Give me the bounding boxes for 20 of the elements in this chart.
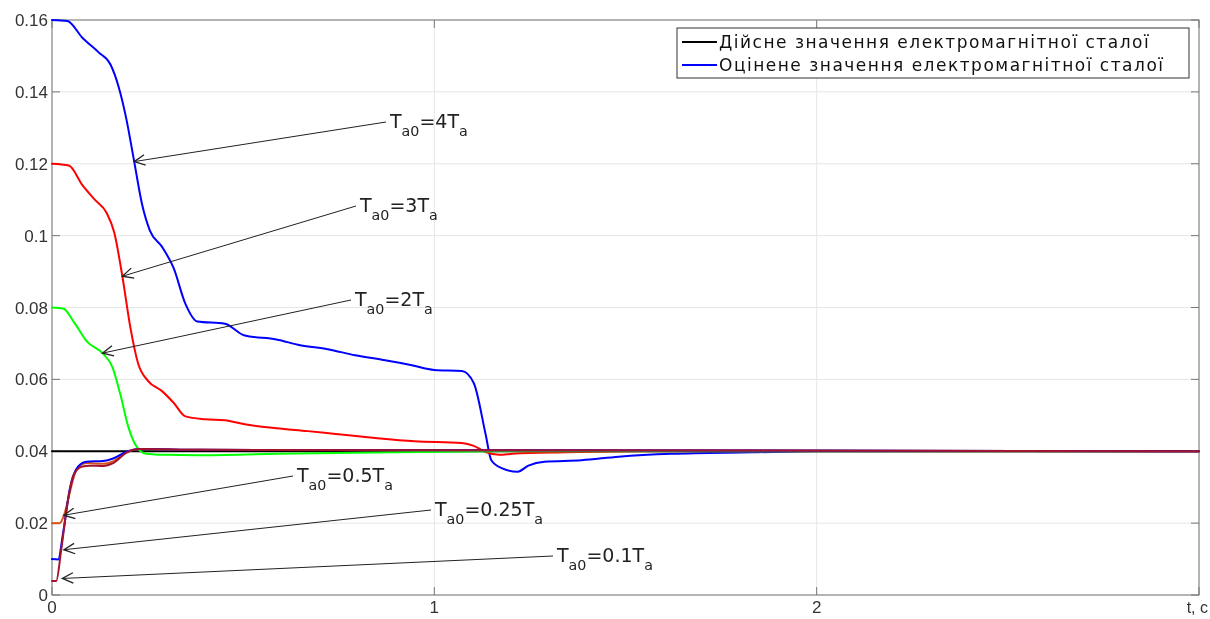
legend-label: Дійсне значення електромагнітної сталої (719, 32, 1151, 52)
x-tick-label: 2 (811, 598, 822, 617)
annotation: T$_{a0}$=3T$_{a}$ (359, 194, 438, 223)
annotation: T$_{a0}$=0.1T$_{a}$ (556, 544, 653, 573)
y-tick-label: 0.1 (24, 226, 48, 246)
annotation: T$_{a0}$=2T$_{a}$ (354, 288, 433, 317)
y-tick-label: 0.04 (14, 442, 48, 462)
x-axis-title: t, c (1186, 599, 1208, 616)
legend-label: Оцінене значення електромагнітної сталої (719, 55, 1165, 75)
annotation: T$_{a0}$=4T$_{a}$ (389, 110, 468, 139)
y-tick-label: 0 (38, 586, 48, 605)
y-tick-label: 0.14 (14, 82, 48, 102)
x-tick-label: 1 (429, 598, 440, 617)
y-tick-label: 0.12 (14, 154, 48, 174)
y-tick-label: 0.08 (14, 298, 48, 318)
y-tick-label: 0.02 (14, 514, 48, 534)
y-tick-label: 0.16 (14, 11, 48, 30)
annotation: T$_{a0}$=0.5T$_{a}$ (296, 464, 393, 493)
y-tick-label: 0.06 (14, 370, 48, 390)
annotation: T$_{a0}$=0.25T$_{a}$ (434, 498, 543, 527)
